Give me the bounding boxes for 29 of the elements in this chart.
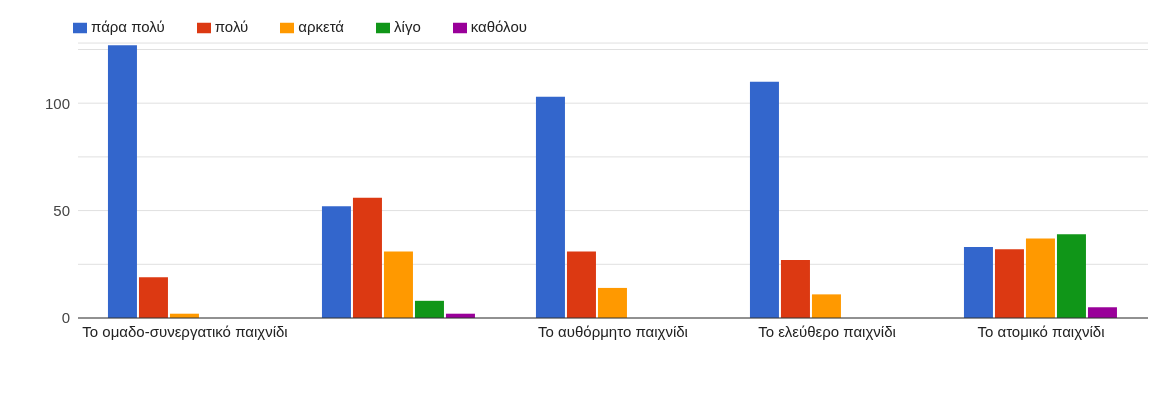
bar xyxy=(749,81,779,318)
legend-label: λίγο xyxy=(394,18,421,35)
x-tick-label: Το ελεύθερο παιχνίδι xyxy=(758,322,896,340)
bar xyxy=(414,300,444,318)
y-tick-label: 0 xyxy=(61,309,70,327)
bar xyxy=(597,287,627,318)
y-tick-label: 50 xyxy=(53,201,70,219)
bar xyxy=(352,197,382,318)
legend-label: πολύ xyxy=(214,18,249,35)
legend-label: αρκετά xyxy=(298,18,345,35)
bar xyxy=(138,277,168,318)
legend-label: πάρα πολύ xyxy=(91,18,165,35)
y-tick-label: 100 xyxy=(44,94,70,112)
bar xyxy=(321,206,351,318)
bar xyxy=(1087,307,1117,318)
bar xyxy=(535,96,565,318)
bar xyxy=(994,249,1024,318)
bar xyxy=(1025,238,1055,318)
x-tick-label: Το ατομικό παιχνίδι xyxy=(977,322,1105,340)
bar xyxy=(107,45,137,318)
bar xyxy=(1056,234,1086,318)
x-tick-label: Το αυθόρμητο παιχνίδι xyxy=(538,322,688,340)
x-tick-label: Το ομαδο-συνεργατικό παιχνίδι xyxy=(82,322,288,340)
bar xyxy=(811,294,841,318)
bar xyxy=(566,251,596,318)
bar xyxy=(780,260,810,318)
legend-label: καθόλου xyxy=(470,18,527,35)
bar xyxy=(383,251,413,318)
bar xyxy=(963,247,993,318)
